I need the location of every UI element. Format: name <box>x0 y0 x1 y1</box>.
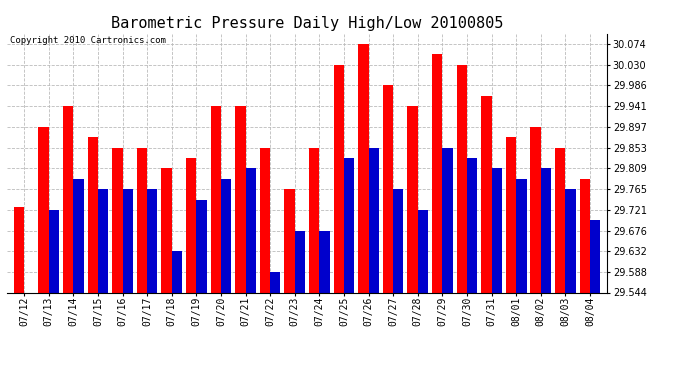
Bar <box>88 137 98 292</box>
Bar <box>210 106 221 292</box>
Bar <box>516 179 526 292</box>
Bar <box>334 64 344 292</box>
Bar <box>432 54 442 292</box>
Bar <box>383 85 393 292</box>
Bar <box>73 179 83 292</box>
Bar <box>49 210 59 292</box>
Bar <box>123 189 133 292</box>
Bar <box>580 179 590 292</box>
Bar <box>457 64 467 292</box>
Bar <box>221 179 231 292</box>
Text: Copyright 2010 Cartronics.com: Copyright 2010 Cartronics.com <box>10 36 166 45</box>
Bar <box>358 44 368 292</box>
Bar <box>491 168 502 292</box>
Bar <box>14 207 24 292</box>
Bar <box>531 127 541 292</box>
Bar <box>541 168 551 292</box>
Bar <box>186 158 197 292</box>
Bar <box>172 251 182 292</box>
Bar <box>590 220 600 292</box>
Bar <box>481 96 491 292</box>
Bar <box>197 200 207 292</box>
Bar <box>368 148 379 292</box>
Bar <box>506 137 516 292</box>
Bar <box>147 189 157 292</box>
Bar <box>344 159 354 292</box>
Bar <box>270 272 280 292</box>
Bar <box>393 189 404 292</box>
Bar <box>565 189 575 292</box>
Bar <box>235 106 246 292</box>
Bar <box>417 210 428 292</box>
Bar <box>137 148 147 292</box>
Bar <box>295 231 305 292</box>
Bar <box>555 148 565 292</box>
Bar <box>98 189 108 292</box>
Bar <box>467 158 477 292</box>
Bar <box>246 168 256 292</box>
Bar <box>284 189 295 292</box>
Bar <box>260 148 270 292</box>
Bar <box>39 127 49 292</box>
Bar <box>63 106 73 292</box>
Bar <box>161 168 172 292</box>
Bar <box>319 231 330 292</box>
Bar <box>442 148 453 292</box>
Bar <box>112 148 123 292</box>
Bar <box>309 148 319 292</box>
Title: Barometric Pressure Daily High/Low 20100805: Barometric Pressure Daily High/Low 20100… <box>111 16 503 31</box>
Bar <box>407 106 417 292</box>
